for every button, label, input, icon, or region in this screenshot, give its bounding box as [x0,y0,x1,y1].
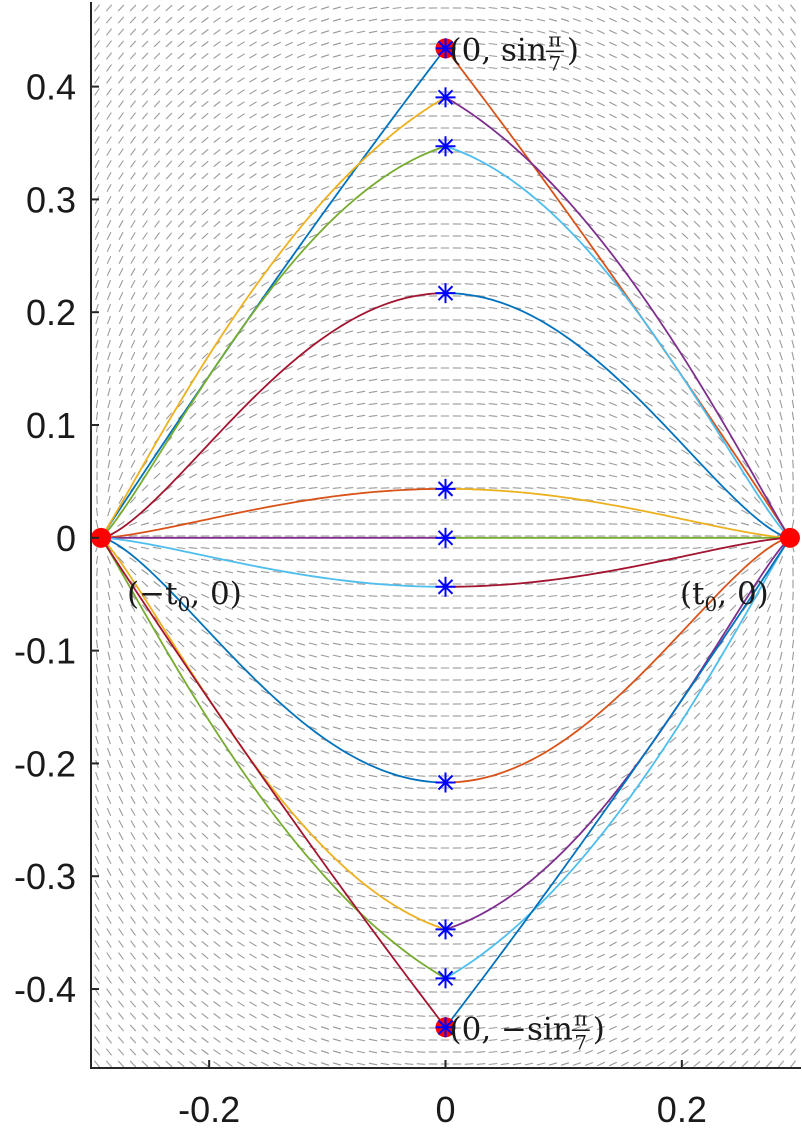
annotation-subscript: 0 [178,592,191,616]
x-tick-label: 0.2 [657,1089,707,1130]
trajectory-0-left [100,47,447,539]
trajectory-2-right [445,145,791,539]
annotation-text: (t [680,576,705,612]
annotation-text-end: ) [567,32,579,68]
x-tick-label: -0.2 [178,1089,240,1130]
trajectory-7-left [100,536,446,784]
apex-star-marker [435,87,456,108]
y-tick-label: -0.1 [14,631,76,672]
trajectory-curves [100,47,791,1028]
trajectory-9-left [100,537,446,980]
x-tick-label: 0 [435,1089,455,1130]
point-annotations: (0, sin π7)(0, −sin π7)(−t0, 0) (t0, 0) [127,27,769,1054]
y-tick-label: 0 [56,518,76,559]
y-tick-label: 0.4 [26,67,76,108]
trajectory-2-left [100,145,446,539]
y-tick-label: -0.2 [14,743,76,784]
trajectory-6-left [101,536,446,588]
vector-field-arrows [92,4,797,1068]
apex-star-marker [435,283,456,304]
apex-star-marker-overlay [435,38,456,59]
trajectory-8-left [100,537,446,931]
trajectory-9-right [445,537,791,980]
vector-field [92,4,797,1068]
trajectory-6-right [445,536,790,588]
annotation-subscript: 0 [705,592,718,616]
fixed-points [91,38,800,1038]
trajectory-7-right [445,536,791,784]
trajectory-10-right [444,537,791,1028]
annotation-frac-num: π [548,27,561,51]
fixed-point-dot [779,527,800,548]
trajectory-10-left [100,537,447,1028]
annotation-frac-den: 7 [574,1030,587,1054]
annotation-bottom: (0, −sin [450,1011,573,1047]
annotation-text-end: ) [593,1011,605,1047]
apex-star-marker [435,968,456,989]
annotation-text: (−t [127,576,178,612]
y-tick-label: 0.2 [26,292,76,333]
apex-star-marker [435,527,456,548]
annotation-text-end: , 0) [717,576,769,612]
annotation-top: (0, sin [450,32,547,68]
x-axis-ticks: -0.2 0 0.2 [178,1060,707,1130]
annotation-text: (0, sin [450,32,547,68]
apex-star-marker [435,772,456,793]
annotation-right: (t0, 0) [680,576,769,616]
apex-star-marker [435,576,456,597]
apex-star-marker-overlay [435,1017,456,1038]
annotation-frac-den: 7 [548,51,561,75]
fixed-point-dot [91,527,112,548]
y-tick-label: 0.3 [26,179,76,220]
y-axis-ticks: -0.4 -0.3 -0.2 -0.1 0 0.1 0.2 0.3 0.4 [14,67,99,1010]
trajectory-8-right [445,537,791,931]
trajectory-1-right [445,96,791,539]
apex-star-marker [435,136,456,157]
trajectory-0-right [444,47,791,539]
axes [90,2,801,1069]
axis-lines [90,2,801,1069]
trajectory-3-left [100,292,446,539]
trajectory-4-right [445,487,790,539]
y-tick-label: -0.3 [14,856,76,897]
y-tick-label: -0.4 [14,969,76,1010]
apex-star-marker [435,919,456,940]
y-tick-label: 0.1 [26,405,76,446]
trajectory-3-right [445,292,791,539]
annotation-left: (−t0, 0) [127,576,242,616]
annotation-text-end: , 0) [190,576,242,612]
trajectory-4-left [101,487,446,539]
annotation-frac-num: π [574,1006,587,1030]
annotation-text: (0, −sin [450,1011,573,1047]
apex-star-marker [435,478,456,499]
trajectory-1-left [100,96,446,539]
